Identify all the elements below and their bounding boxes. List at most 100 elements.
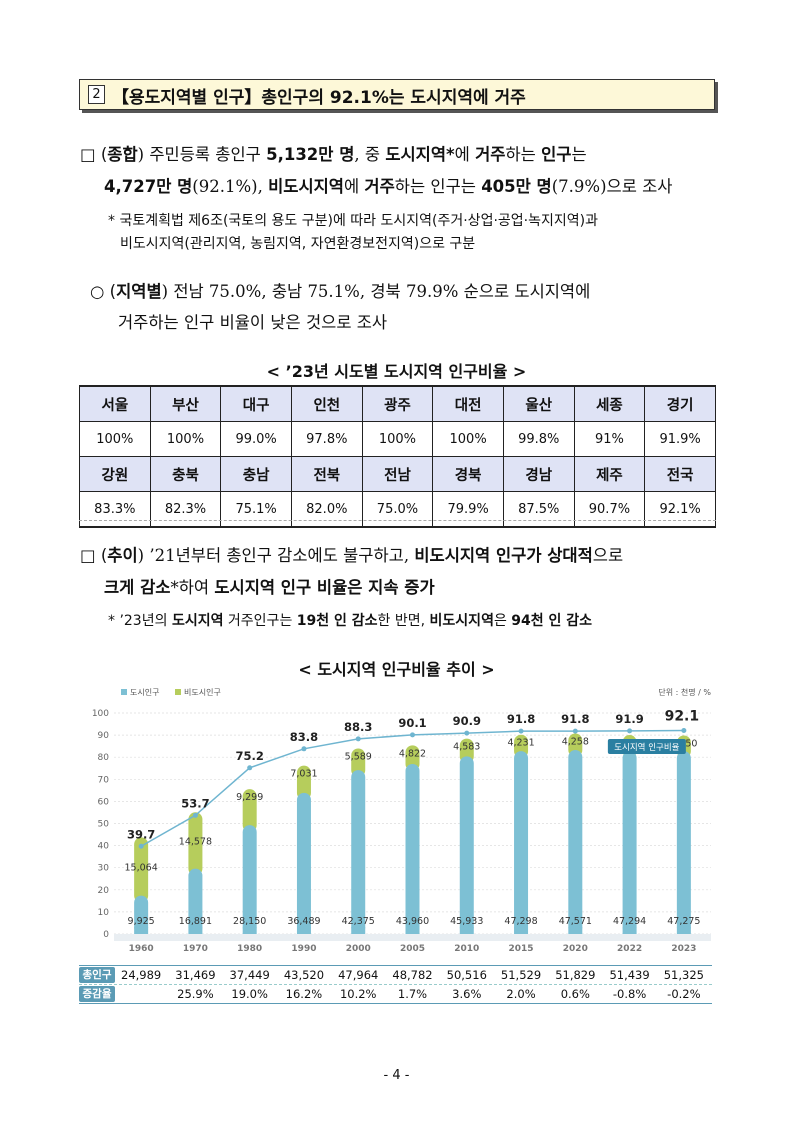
bar-urban-base	[622, 927, 637, 934]
bar-nonurban	[296, 765, 311, 800]
bar-urban-label: 47,298	[504, 916, 537, 927]
ratio-label: 88.3	[344, 720, 372, 734]
region-name-cell: 충남	[220, 456, 292, 492]
growth-rate-cell: 1.7%	[397, 987, 428, 1001]
summary-note-1: * 국토계획법 제6조(국토의 용도 구분)에 따라 도시지역(주거·상업·공업…	[108, 213, 598, 229]
bar-nonurban-label: 15,064	[125, 862, 158, 873]
bar-urban-base	[514, 927, 529, 934]
region-name-cell: 경기	[644, 385, 716, 422]
ratio-label: 91.8	[561, 712, 589, 726]
ratio-point	[410, 732, 415, 738]
region-name-cell: 강원	[79, 456, 151, 492]
bar-nonurban-label: 5,589	[345, 751, 372, 762]
bar-urban-label: 47,294	[613, 916, 646, 927]
ratio-label: 90.9	[453, 714, 481, 728]
bar-urban	[568, 750, 583, 934]
growth-rate-label: 증감율	[79, 986, 115, 1002]
y-tick-label: 0	[103, 930, 109, 940]
bar-urban	[514, 751, 529, 934]
region-name-cell: 전북	[290, 456, 363, 492]
total-population-cell: 47,964	[338, 968, 379, 982]
region-name-cell: 울산	[502, 385, 575, 422]
region-name-cell: 세종	[573, 385, 646, 422]
bar-urban-base	[459, 927, 474, 934]
region-name-cell: 서울	[79, 385, 151, 422]
ratio-point	[247, 765, 253, 771]
region-name-cell: 경북	[432, 456, 504, 492]
trend-note: * ’23년의 도시지역 거주인구는 19천 인 감소한 반면, 비도시지역은 …	[108, 613, 593, 629]
x-tick-label: 2023	[671, 944, 696, 954]
total-population-cell: 50,516	[446, 968, 487, 982]
region-name-cell: 광주	[361, 385, 434, 422]
ratio-callout-box	[607, 739, 686, 754]
section-number: 2	[88, 85, 105, 104]
bar-nonurban-label: 4,583	[453, 742, 480, 753]
y-tick-label: 100	[92, 709, 109, 719]
bar-nonurban-label: 7,031	[290, 769, 317, 780]
bar-urban-label: 9,925	[128, 916, 155, 927]
ratio-label: 91.8	[507, 712, 535, 726]
total-population-cell: 51,439	[609, 968, 650, 982]
bar-nonurban-label: 4,258	[562, 737, 589, 748]
bar-urban-label: 47,571	[559, 916, 592, 927]
ratio-label: 39.7	[127, 827, 155, 841]
bar-nonurban-label: 14,578	[179, 836, 212, 847]
region-value-cell: 82.0%	[290, 491, 363, 528]
summary-note-2: 비도시지역(관리지역, 농림지역, 자연환경보전지역)으로 구분	[120, 236, 476, 252]
region-value-cell: 100%	[149, 421, 222, 457]
bar-urban-base	[676, 927, 691, 934]
bar-urban	[676, 751, 691, 934]
ratio-point	[138, 843, 144, 849]
section-title: 【용도지역별 인구】총인구의 92.1%는 도시지역에 거주	[112, 88, 526, 108]
region-value-cell: 92.1%	[644, 491, 716, 528]
y-tick-label: 40	[98, 842, 110, 852]
x-tick-label: 1990	[291, 944, 316, 954]
region-value-cell: 91.9%	[644, 421, 716, 457]
x-tick-label: 2005	[400, 944, 425, 954]
ratio-label: 90.1	[398, 716, 426, 730]
y-tick-label: 50	[98, 820, 110, 830]
ratio-point	[681, 727, 687, 733]
ratio-label: 83.8	[290, 730, 318, 744]
bar-urban-label: 47,275	[667, 916, 700, 927]
x-axis-band	[114, 934, 711, 941]
growth-rate-cell: -0.2%	[667, 987, 701, 1001]
region-value-cell: 100%	[432, 421, 504, 457]
region-value-cell: 90.7%	[573, 491, 646, 528]
summary-line-2: 4,727만 명(92.1%), 비도시지역에 거주하는 인구는 405만 명(…	[104, 177, 673, 196]
y-tick-label: 90	[98, 731, 110, 741]
region-name-cell: 경남	[502, 456, 575, 492]
region-name-cell: 충북	[149, 456, 222, 492]
region-name-cell: 전국	[644, 456, 716, 492]
bar-nonurban	[459, 738, 474, 764]
ratio-point	[464, 730, 470, 736]
legend-urban-swatch	[121, 689, 127, 695]
x-tick-label: 2015	[509, 944, 534, 954]
bar-nonurban	[242, 789, 257, 833]
ratio-label: 75.2	[235, 749, 263, 763]
bar-urban-base	[568, 927, 583, 934]
bar-urban-label: 28,150	[233, 916, 266, 927]
chart-unit: 단위 : 천명 / %	[658, 687, 711, 697]
region-value-cell: 79.9%	[432, 491, 504, 528]
x-tick-label: 2000	[346, 944, 371, 954]
x-tick-label: 1970	[183, 944, 208, 954]
bar-nonurban	[134, 837, 149, 903]
ratio-label: 53.7	[181, 796, 209, 810]
total-population-cell: 51,529	[500, 968, 542, 982]
bar-nonurban-label: 4,231	[507, 738, 534, 749]
region-value-cell: 75.0%	[361, 491, 434, 528]
bar-urban	[296, 792, 311, 934]
region-value-cell: 83.3%	[79, 491, 151, 528]
summary-line-1: □ (종합) 주민등록 총인구 5,132만 명, 중 도시지역*에 거주하는 …	[80, 145, 587, 164]
growth-rate-cell: 2.0%	[506, 987, 536, 1001]
total-population-cell: 31,469	[175, 968, 216, 982]
region-name-cell: 부산	[149, 385, 222, 422]
trend-line-2: 크게 감소*하여 도시지역 인구 비율은 지속 증가	[104, 578, 435, 597]
region-value-cell: 100%	[79, 421, 151, 457]
bar-urban-label: 43,960	[396, 916, 429, 927]
region-value-cell: 87.5%	[502, 491, 575, 528]
bar-nonurban-label: 9,299	[236, 792, 263, 803]
bar-urban-base	[351, 927, 366, 934]
urban-ratio-chart: 도시인구 비도시인구 단위 : 천명 / %10090807060504030201…	[92, 687, 712, 954]
